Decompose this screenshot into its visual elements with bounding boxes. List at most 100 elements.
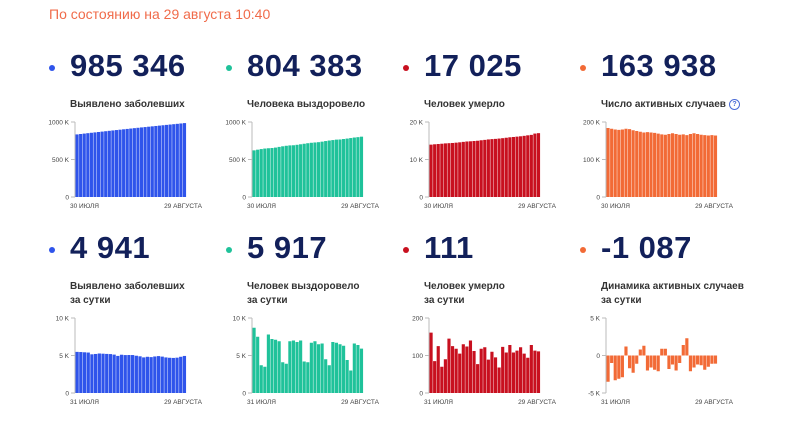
bar	[111, 130, 115, 197]
bar	[486, 139, 490, 197]
bar	[349, 370, 353, 393]
bar	[259, 365, 263, 393]
bullet-dot-icon	[49, 247, 55, 253]
bar	[359, 136, 364, 197]
bar	[526, 135, 530, 197]
bar	[156, 356, 161, 393]
bar	[270, 148, 274, 197]
bar	[468, 340, 473, 393]
bar	[465, 346, 469, 393]
bar	[656, 355, 660, 372]
bar	[642, 132, 646, 197]
bar	[620, 129, 624, 197]
y-tick-label: 0	[65, 391, 69, 398]
bar	[458, 353, 462, 393]
bar	[295, 342, 299, 393]
bullet-dot-icon	[226, 247, 232, 253]
bar	[134, 355, 138, 393]
card-label: Выявлено заболевших	[70, 98, 239, 112]
bar	[674, 134, 678, 197]
bar	[468, 141, 473, 197]
mini-chart: 0 500 K 1000 K 30 ИЮЛЯ 29 АВГУСТА	[225, 120, 379, 211]
bar	[472, 351, 476, 393]
bar	[429, 144, 433, 197]
bar	[175, 123, 179, 197]
bar	[667, 355, 671, 369]
bar	[515, 136, 519, 197]
bar	[642, 345, 646, 356]
card-label-line: за сутки	[601, 295, 642, 306]
bar	[309, 142, 313, 197]
big-number: 804 383	[247, 48, 363, 83]
bar	[533, 133, 537, 197]
bar	[119, 354, 124, 393]
bar	[663, 348, 667, 356]
help-icon[interactable]: ?	[728, 99, 740, 110]
y-tick-label: 10 K	[56, 316, 70, 323]
y-tick-label: 5 K	[59, 353, 69, 360]
status-timestamp: По состоянию на 29 августа 10:40	[49, 6, 271, 22]
card-label-line: за сутки	[424, 295, 465, 306]
x-start-label: 31 ИЮЛЯ	[424, 399, 453, 406]
stat-card: 4 941 Выявлено заболевших за сутки	[49, 230, 239, 308]
bar	[127, 355, 131, 393]
bullet-dot-icon	[580, 247, 586, 253]
bar	[93, 132, 97, 197]
y-tick-label: 100 K	[583, 157, 601, 164]
bar	[443, 359, 447, 393]
big-number-row: 163 938	[580, 48, 770, 84]
y-tick-label: 200	[412, 316, 423, 323]
card-label-line: Человек умерло	[424, 281, 505, 292]
card-label-line: Выявлено заболевших	[70, 99, 185, 110]
bar	[324, 359, 328, 393]
bar	[118, 129, 122, 197]
bar	[94, 353, 98, 393]
mini-chart: 0 5 K 10 K 31 ИЮЛЯ 29 АВГУСТА	[233, 316, 380, 407]
card-label: Число активных случаев?	[601, 98, 770, 112]
bar	[338, 344, 342, 393]
bar	[138, 356, 142, 393]
bar	[461, 141, 465, 197]
x-start-label: 30 ИЮЛЯ	[247, 203, 276, 210]
bar	[327, 365, 331, 393]
card-label: Динамика активных случаев за сутки	[601, 280, 770, 308]
bar	[179, 356, 183, 393]
bar	[345, 138, 349, 197]
bar	[674, 355, 678, 371]
bar	[359, 348, 364, 393]
bar	[631, 355, 635, 373]
bar	[104, 131, 108, 197]
bar	[160, 356, 164, 393]
bar	[635, 355, 639, 364]
bar	[522, 135, 526, 197]
bar	[533, 350, 537, 393]
bar	[342, 345, 346, 393]
bar	[706, 135, 710, 197]
bar	[281, 362, 285, 393]
bar	[522, 353, 526, 393]
bar	[610, 355, 614, 363]
bar	[433, 144, 437, 197]
bar	[175, 357, 179, 393]
bar	[284, 363, 288, 393]
bar	[288, 341, 292, 393]
card-label: Человек умерло за сутки	[424, 280, 593, 308]
bar	[638, 349, 642, 356]
bar	[472, 141, 476, 197]
mini-chart: -5 K 0 5 K 31 ИЮЛЯ 29 АВГУСТА	[588, 316, 734, 407]
bar	[313, 142, 317, 197]
bar	[624, 128, 628, 197]
bar	[252, 327, 256, 393]
bar	[450, 142, 455, 197]
bar	[116, 355, 120, 393]
big-number-row: 4 941	[49, 230, 239, 266]
bar	[302, 143, 306, 197]
x-start-label: 31 ИЮЛЯ	[247, 399, 276, 406]
bar	[172, 124, 176, 197]
bar	[447, 143, 451, 197]
bar	[97, 353, 101, 393]
y-tick-label: -5 K	[588, 391, 601, 398]
bar	[266, 148, 270, 197]
card-label-line: Число активных случаев?	[601, 98, 770, 112]
bar	[458, 142, 462, 197]
